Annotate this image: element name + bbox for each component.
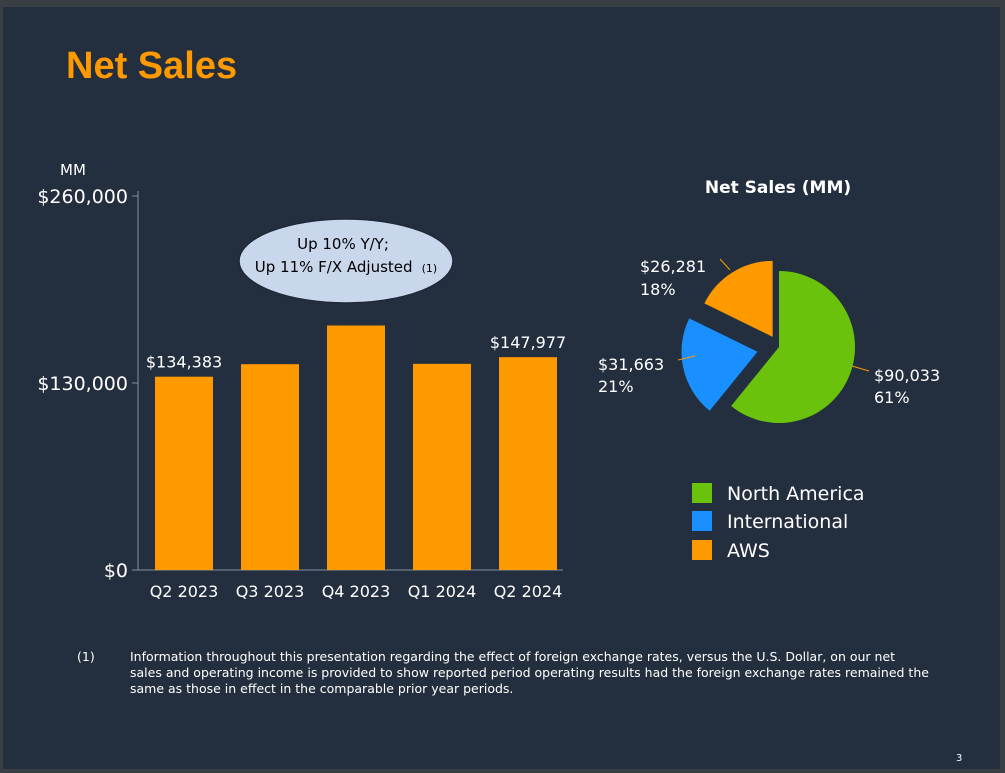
pie-slice-north-america <box>731 271 856 423</box>
pie-slice-aws <box>704 260 773 337</box>
y-tick-label: $130,000 <box>37 373 128 395</box>
pie-percent-na: 61% <box>874 388 910 407</box>
x-category-label: Q3 2023 <box>236 582 305 601</box>
slide-title: Net Sales <box>66 45 238 87</box>
callout-line-2: Up 11% F/X Adjusted <box>255 258 413 276</box>
bar-q3-2023 <box>241 364 299 570</box>
bar-chart: MM $0 $130,000 $260,000 $134,383 $147,977 Q… <box>37 161 566 601</box>
legend-label-international: International <box>727 511 848 533</box>
pie-label-intl: $31,663 21% <box>598 355 696 396</box>
bar-q2-2024 <box>499 357 557 570</box>
x-category-label: Q1 2024 <box>408 582 477 601</box>
pie-leader-na <box>851 365 870 372</box>
pie-legend: North America International AWS <box>692 483 865 562</box>
pie-value-na: $90,033 <box>874 366 940 385</box>
legend-swatch-north-america <box>692 483 712 503</box>
pie-label-na: $90,033 61% <box>851 365 940 407</box>
legend-swatch-aws <box>692 540 712 560</box>
bar-q2-2023 <box>155 376 213 570</box>
slide: Net Sales MM $0 $130,000 $260,000 $134,383… <box>3 7 1000 769</box>
pie-label-aws: $26,281 18% <box>640 257 731 299</box>
callout-line-2-group: Up 11% F/X Adjusted (1) <box>255 257 437 276</box>
x-category-label: Q4 2023 <box>322 582 391 601</box>
pie-value-intl: $31,663 <box>598 355 664 374</box>
footnote-marker: (1) <box>77 649 95 664</box>
bar-data-label: $147,977 <box>490 333 566 352</box>
y-axis-unit-label: MM <box>60 161 86 179</box>
bar-q4-2023 <box>327 325 385 570</box>
callout-line-1: Up 10% Y/Y; <box>297 235 389 253</box>
x-category-label: Q2 2023 <box>150 582 219 601</box>
legend-label-aws: AWS <box>727 540 770 562</box>
pie-leader-intl <box>677 355 696 361</box>
callout-footnote-ref: (1) <box>422 262 438 275</box>
pie-leader-aws <box>719 258 731 271</box>
pie-percent-aws: 18% <box>640 280 676 299</box>
legend-label-north-america: North America <box>727 483 865 505</box>
bar-data-label: $134,383 <box>146 353 222 372</box>
legend-swatch-international <box>692 511 712 531</box>
bar-q1-2024 <box>413 363 471 570</box>
charts-svg: MM $0 $130,000 $260,000 $134,383 $147,977 Q… <box>37 161 940 601</box>
page-number: 3 <box>956 753 963 764</box>
pie-percent-intl: 21% <box>598 377 634 396</box>
footnote-text: Information throughout this presentation… <box>130 649 929 696</box>
pie-slice-international <box>681 318 758 411</box>
pie-chart: Net Sales (MM) $90,033 61% $31,663 21% $… <box>598 178 940 562</box>
callout-bubble: Up 10% Y/Y; Up 11% F/X Adjusted (1) <box>238 218 454 304</box>
y-tick-label: $260,000 <box>37 186 128 208</box>
y-tick-label: $0 <box>104 560 128 582</box>
callout-ellipse <box>238 218 454 304</box>
pie-title: Net Sales (MM) <box>705 178 851 198</box>
pie-value-aws: $26,281 <box>640 257 706 276</box>
x-category-label: Q2 2024 <box>494 582 563 601</box>
